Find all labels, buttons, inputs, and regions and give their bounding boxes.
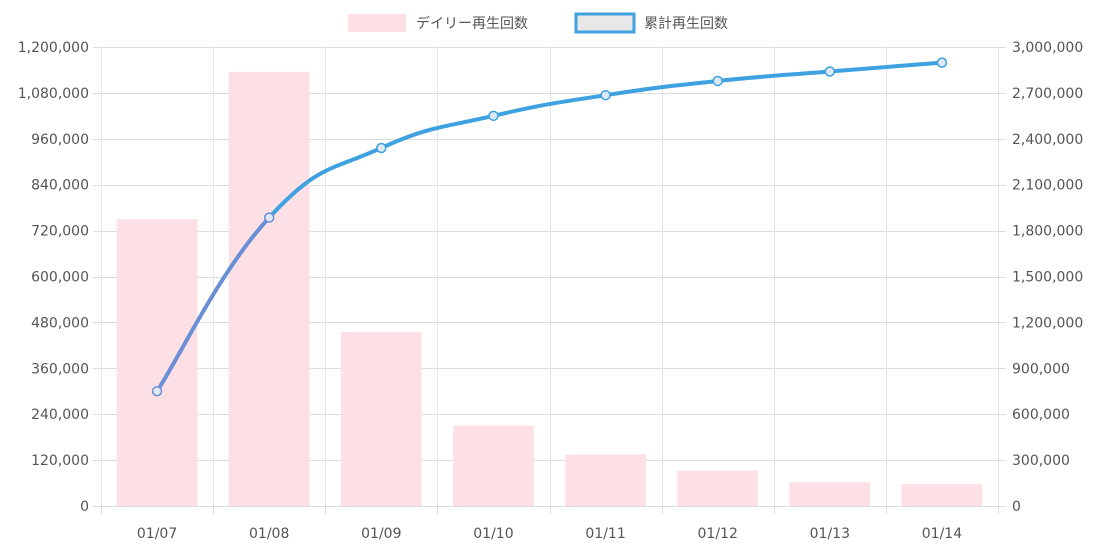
point-cumulative-01-12[interactable] — [712, 75, 723, 87]
y-left-tick-label: 0 — [80, 499, 89, 515]
line-segment-cumulative — [155, 215, 272, 394]
y-left-tick-label: 960,000 — [31, 132, 89, 148]
y-right-tick-label: 3,000,000 — [1012, 40, 1083, 56]
bar-daily-01-13[interactable] — [789, 482, 871, 506]
y-left-tick-label: 240,000 — [31, 407, 89, 423]
y-left-tick-label: 480,000 — [31, 315, 89, 331]
y-left-tick-label: 120,000 — [31, 453, 89, 469]
y-right-tick-label: 300,000 — [1012, 453, 1070, 469]
daily-bars — [116, 71, 983, 507]
y-left-tick-label: 1,200,000 — [18, 40, 89, 56]
legend-swatch-cumulative[interactable] — [574, 12, 636, 34]
y-right-tick-label: 900,000 — [1012, 361, 1070, 377]
y-right-tick-label: 1,200,000 — [1012, 315, 1083, 331]
line-segment-cumulative — [491, 93, 608, 118]
legend-label-daily[interactable]: デイリー再生回数 — [416, 15, 528, 32]
line-segment-cumulative — [715, 69, 832, 83]
bar-daily-01-10[interactable] — [453, 425, 534, 506]
y-right-tick-label: 2,700,000 — [1012, 86, 1083, 102]
legend-swatch-daily[interactable] — [348, 14, 406, 32]
point-cumulative-01-09[interactable] — [376, 142, 387, 154]
x-tick-label: 01/08 — [249, 526, 289, 542]
bar-daily-01-07[interactable] — [116, 219, 198, 506]
y-left-tick-label: 720,000 — [31, 224, 89, 240]
bar-daily-01-14[interactable] — [901, 483, 983, 506]
y-right-tick-label: 1,500,000 — [1012, 270, 1083, 286]
line-segment-cumulative — [603, 78, 720, 98]
x-tick-label: 01/12 — [698, 526, 738, 542]
line-segment-cumulative — [267, 145, 384, 220]
line-segment-cumulative — [827, 60, 944, 74]
bar-daily-01-11[interactable] — [565, 454, 646, 506]
y-right-tick-label: 0 — [1012, 499, 1021, 515]
y-right-tick-label: 1,800,000 — [1012, 224, 1083, 240]
y-left-tick-label: 840,000 — [31, 178, 89, 194]
point-cumulative-01-10[interactable] — [488, 110, 499, 122]
line-segment-cumulative — [379, 113, 496, 150]
y-left-tick-label: 360,000 — [31, 361, 89, 377]
point-cumulative-01-08[interactable] — [263, 212, 275, 223]
axes: 0 120,000 240,000 360,000 480,000 600,000 720,… — [18, 40, 1084, 542]
y-left-tick-label: 1,080,000 — [18, 86, 89, 102]
x-tick-label: 01/11 — [585, 526, 625, 542]
y-right-tick-label: 2,100,000 — [1012, 178, 1083, 194]
x-tick-label: 01/14 — [922, 526, 962, 542]
y-left-tick-label: 600,000 — [31, 270, 89, 286]
x-tick-label: 01/10 — [473, 526, 513, 542]
x-tick-label: 01/07 — [137, 526, 177, 542]
point-cumulative-01-07[interactable] — [151, 386, 163, 397]
point-cumulative-01-13[interactable] — [824, 66, 836, 77]
bar-daily-01-09[interactable] — [340, 331, 422, 506]
cumulative-line — [151, 57, 948, 397]
point-cumulative-01-14[interactable] — [936, 57, 948, 68]
bar-daily-01-12[interactable] — [677, 470, 759, 506]
y-right-tick-label: 600,000 — [1012, 407, 1070, 423]
bar-daily-01-08[interactable] — [228, 71, 310, 507]
x-tick-label: 01/13 — [810, 526, 850, 542]
x-tick-label: 01/09 — [361, 526, 401, 542]
point-cumulative-01-11[interactable] — [600, 89, 611, 101]
legend-label-cumulative[interactable]: 累計再生回数 — [644, 16, 728, 32]
legend: デイリー再生回数 累計再生回数 — [348, 12, 728, 34]
y-right-tick-label: 2,400,000 — [1012, 132, 1083, 148]
